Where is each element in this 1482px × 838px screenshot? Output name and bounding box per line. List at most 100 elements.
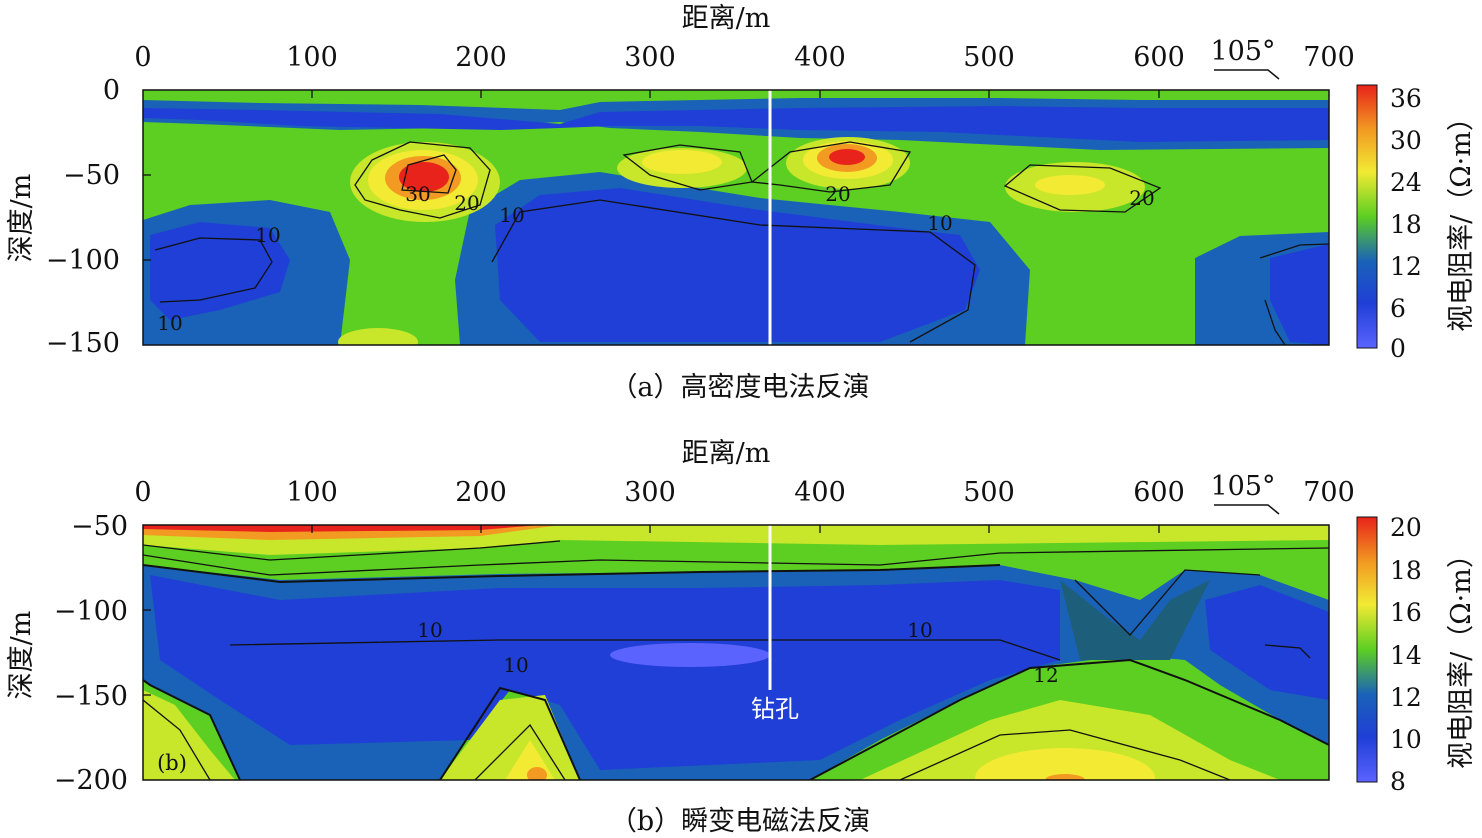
- panel-a-x-tick: 100: [286, 42, 338, 73]
- colorbar-tick: 30: [1390, 126, 1422, 155]
- colorbar-tick: 0: [1390, 334, 1406, 363]
- deep-high-left-core: [527, 767, 547, 780]
- colorbar-tick: 12: [1390, 683, 1422, 712]
- colorbar-tick: 24: [1390, 168, 1422, 197]
- panel-a: 距离/m 0 100 200 300 400 500 600 700 105° …: [6, 3, 1477, 403]
- contour-12-top: [143, 564, 1001, 584]
- panel-b-azimuth-arrow: [1214, 504, 1280, 515]
- panel-b-caption: （b）瞬变电磁法反演: [610, 806, 870, 837]
- panel-a-x-tick: 600: [1133, 42, 1185, 73]
- panel-a-contours: [154, 141, 1329, 345]
- contour-label: 10: [907, 618, 932, 642]
- panel-b: 距离/m 0 100 200 300 400 500 600 700 105° …: [6, 438, 1477, 837]
- contour-20-1: [354, 141, 491, 219]
- top-high-core: [143, 525, 540, 532]
- panel-a-y-tick: −50: [63, 160, 120, 191]
- borehole-label: 钻孔: [751, 695, 799, 723]
- high-anomaly-1-core: [399, 162, 449, 192]
- contour-10: [229, 639, 1061, 661]
- panel-b-x-tick: 300: [624, 477, 676, 508]
- panel-a-colorbar: [1356, 84, 1378, 349]
- panel-a-contour-labels: 30 20 20 20 10 10 10 10: [157, 182, 1154, 335]
- contour-20-3: [750, 141, 912, 193]
- panel-a-x-tick: 200: [455, 42, 507, 73]
- contour-12-left: [143, 679, 241, 780]
- panel-a-y-tick: −150: [46, 328, 120, 359]
- high-anomaly-4-inner: [1035, 175, 1105, 195]
- panel-a-x-tick: 300: [624, 42, 676, 73]
- contour-top-2: [143, 547, 1329, 576]
- colorbar-tick: 6: [1390, 294, 1406, 323]
- colorbar-tick: 10: [1390, 725, 1422, 754]
- high-anomaly-2-inner: [642, 150, 722, 174]
- contour-top-1: [143, 540, 561, 561]
- colorbar-tick: 16: [1390, 598, 1422, 627]
- contour-deep-right: [899, 729, 1231, 780]
- panel-b-y-tick: −150: [54, 681, 128, 712]
- deep-high-right-inner: [975, 748, 1155, 780]
- contour-label: 10: [927, 211, 952, 235]
- panel-b-y-axis-label: 深度/m: [6, 611, 37, 700]
- panel-b-top-axis-label: 距离/m: [682, 438, 771, 469]
- right-low-core: [1205, 585, 1329, 700]
- deep-high-right-core: [1045, 774, 1085, 780]
- panel-b-y-tick: −100: [54, 596, 128, 627]
- panel-b-colorbar: [1356, 516, 1378, 783]
- panel-a-colorbar-label: 视电阻率/（Ω·m）: [1446, 104, 1477, 332]
- panel-b-heatmap: 10 10 12 10 (b) 钻孔: [143, 525, 1329, 780]
- panel-a-x-tick: 400: [794, 42, 846, 73]
- colorbar-tick: 36: [1390, 84, 1422, 113]
- panel-b-frame: [142, 524, 1330, 781]
- panel-a-caption: （a）高密度电法反演: [610, 372, 869, 403]
- contour-12-right: [809, 658, 1329, 780]
- shallow-low-core: [143, 106, 1329, 142]
- panel-b-azimuth-label: 105°: [1210, 471, 1275, 502]
- colorbar-tick: 20: [1390, 513, 1422, 542]
- contour-20-4: [1003, 164, 1162, 213]
- colorbar-tick: 14: [1390, 641, 1422, 670]
- panel-a-x-tick: 0: [134, 42, 151, 73]
- panel-a-y-tick-labels: 0 −50 −100 −150: [46, 75, 120, 359]
- panel-a-azimuth-label: 105°: [1210, 36, 1275, 67]
- panel-a-x-tick: 500: [963, 42, 1015, 73]
- panel-a-x-tick: 700: [1303, 42, 1355, 73]
- left-low-core: [150, 222, 290, 320]
- contour-label: 12: [1033, 663, 1058, 687]
- panel-b-y-tick-labels: −50 −100 −150 −200: [54, 511, 128, 796]
- colorbar-tick: 8: [1390, 767, 1406, 796]
- colorbar-tick: 18: [1390, 556, 1422, 585]
- contour-10-2: [491, 199, 976, 343]
- panel-a-top-axis-label: 距离/m: [682, 3, 771, 34]
- panel-b-x-tick-labels: 0 100 200 300 400 500 600 700: [134, 477, 1354, 508]
- panel-b-ticks: [143, 525, 1160, 696]
- panel-b-x-tick: 500: [963, 477, 1015, 508]
- panel-b-contours: [143, 540, 1329, 780]
- contour-right-small: [1264, 644, 1311, 659]
- dark-transition-zone: [1060, 580, 1210, 660]
- bottom-high-patch: [338, 328, 418, 345]
- contour-label: 20: [454, 191, 479, 215]
- panel-a-y-axis-label: 深度/m: [6, 174, 37, 263]
- panel-b-y-tick: −50: [71, 511, 128, 542]
- deep-low-pocket: [610, 643, 770, 667]
- central-low-core: [495, 188, 980, 342]
- panel-b-contour-labels: 10 10 12 10: [417, 618, 1058, 687]
- panel-b-colorbar-ticks: 20 18 16 14 12 10 8: [1390, 513, 1422, 796]
- panel-b-x-tick: 600: [1133, 477, 1185, 508]
- deep-high-left: [440, 695, 580, 780]
- contour-label: 10: [503, 653, 528, 677]
- panel-a-colorbar-ticks: 36 30 24 18 12 6 0: [1390, 84, 1422, 363]
- contour-12-v: [1074, 569, 1261, 636]
- corner-high: [143, 690, 235, 780]
- panel-a-y-tick: −100: [46, 245, 120, 276]
- contour-label: 30: [405, 182, 430, 206]
- contour-label: 10: [417, 618, 442, 642]
- colorbar-tick: 12: [1390, 252, 1422, 281]
- panel-b-x-tick: 200: [455, 477, 507, 508]
- panel-b-colorbar-label: 视电阻率/（Ω·m）: [1446, 541, 1477, 769]
- contour-label: 10: [157, 311, 182, 335]
- contour-10-1: [154, 237, 273, 303]
- high-anomaly-3-core: [829, 149, 865, 165]
- contour-corner: [143, 699, 211, 780]
